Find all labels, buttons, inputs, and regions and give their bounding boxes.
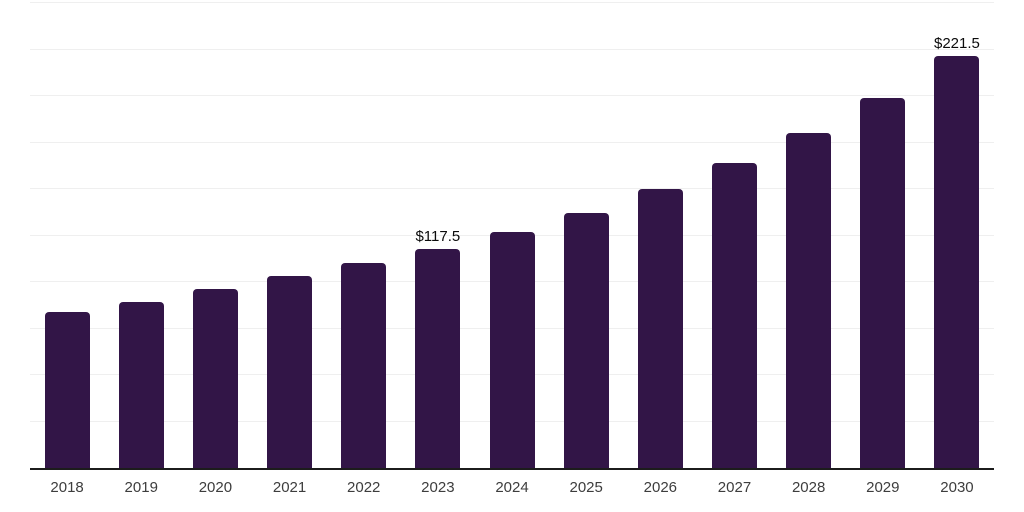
bar-2029 — [860, 97, 906, 468]
bar-2019 — [118, 301, 164, 468]
bar-column-2025 — [549, 0, 623, 468]
bar-2022 — [341, 263, 387, 468]
x-tick-label-2021: 2021 — [272, 479, 307, 496]
x-tick-label-2030: 2030 — [940, 479, 974, 496]
x-tick-label-2024: 2024 — [495, 479, 529, 496]
gridline — [30, 48, 994, 50]
x-tick-label-2020: 2020 — [198, 479, 233, 496]
x-tick-label-2029: 2029 — [866, 479, 900, 496]
bar-2030 — [934, 56, 980, 468]
bar-column-2028 — [772, 0, 846, 468]
bar-column-2024 — [475, 0, 549, 468]
x-tick-label-2027: 2027 — [717, 479, 752, 496]
bar-2028 — [786, 133, 832, 468]
x-tick-label-2022: 2022 — [347, 479, 381, 496]
gridline — [30, 141, 994, 143]
gridline — [30, 188, 994, 189]
bar-column-2023: $117.5 — [401, 0, 475, 468]
x-tick-label-2028: 2028 — [791, 479, 826, 496]
bar-2025 — [563, 213, 609, 468]
bar-2027 — [711, 162, 757, 468]
bars-track: $117.5 $221.5 — [30, 0, 994, 468]
bar-column-2026 — [623, 0, 697, 468]
bar-2018 — [44, 311, 90, 468]
bar-2023 — [415, 249, 461, 468]
bar-column-2022 — [327, 0, 401, 468]
bar-column-2021 — [252, 0, 326, 468]
bar-column-2020 — [178, 0, 252, 468]
bar-value-label-2023: $117.5 — [415, 228, 461, 246]
bar-2020 — [192, 289, 238, 468]
x-tick-label-2025: 2025 — [569, 479, 603, 496]
bar-column-2018 — [30, 0, 104, 468]
gridline — [30, 95, 994, 96]
bar-column-2029 — [846, 0, 920, 468]
bar-2024 — [489, 231, 535, 468]
x-axis-labels: 2018 2019 2020 2021 2022 2023 2024 2025 2026 2027… — [30, 479, 994, 496]
bar-column-2027 — [697, 0, 771, 468]
bar-2026 — [637, 189, 683, 468]
plot-area: $117.5 $221.5 — [30, 0, 994, 470]
bar-value-label-2030: $221.5 — [934, 35, 980, 53]
x-axis-line — [30, 468, 994, 470]
bar-2021 — [267, 276, 313, 468]
x-tick-label-2023: 2023 — [421, 479, 455, 496]
x-tick-label-2018: 2018 — [50, 479, 84, 496]
x-tick-label-2026: 2026 — [643, 479, 678, 496]
gridline — [30, 2, 994, 3]
bar-column-2030: $221.5 — [920, 0, 994, 468]
bar-column-2019 — [104, 0, 178, 468]
x-tick-label-2019: 2019 — [124, 479, 158, 496]
